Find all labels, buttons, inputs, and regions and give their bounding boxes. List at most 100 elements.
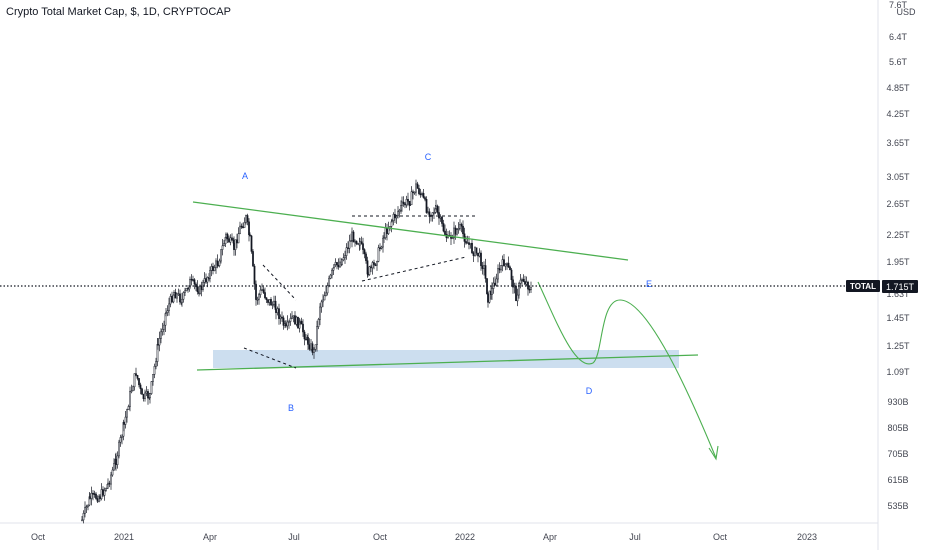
x-tick-label: Oct <box>31 532 46 542</box>
candle-body <box>519 279 522 284</box>
candle-body <box>357 243 359 245</box>
candle-body <box>252 251 254 267</box>
price-axis[interactable]: 7.6T 6.4T 5.6T 4.85T 4.25T 3.65T 3.05T 2.65T 2.2… <box>886 0 910 511</box>
candle-body <box>246 215 249 223</box>
candle-body <box>392 214 395 221</box>
candle-body <box>250 235 253 252</box>
candle-body <box>480 252 482 267</box>
candle-body <box>391 220 393 222</box>
candle-body <box>484 265 487 279</box>
candle-body <box>236 239 238 244</box>
candle-body <box>431 212 434 216</box>
candle-body <box>158 338 161 346</box>
y-tick-label: 7.6T <box>889 0 908 10</box>
candle-body <box>111 469 114 476</box>
candle-body <box>474 247 476 256</box>
candle-body <box>355 240 358 244</box>
candle-body <box>142 394 145 399</box>
projection-path[interactable] <box>537 281 717 459</box>
candle-body <box>185 287 188 292</box>
candle-body <box>129 391 131 407</box>
candle-body <box>171 296 173 303</box>
candle-body <box>501 259 504 266</box>
candle-body <box>510 269 513 281</box>
wave-label-b: B <box>288 403 294 413</box>
x-tick-label: Apr <box>543 532 557 542</box>
candle-body <box>258 294 260 300</box>
support-zone[interactable] <box>213 350 679 368</box>
symbol-badge <box>846 280 880 292</box>
candle-body <box>245 215 247 223</box>
y-tick-label: 3.65T <box>886 138 910 148</box>
y-tick-label: 705B <box>887 449 908 459</box>
candle-body <box>209 270 211 279</box>
candle-body <box>168 303 170 311</box>
candle-body <box>521 279 523 281</box>
candle-body <box>333 264 335 269</box>
candle-body <box>334 262 337 265</box>
candle-body <box>518 283 520 296</box>
candle-body <box>413 191 416 194</box>
candle-body <box>115 458 117 465</box>
candle-body <box>377 247 380 262</box>
candle-body <box>288 321 290 323</box>
candle-body <box>386 227 388 234</box>
candle-body <box>371 262 374 269</box>
lower-trendline[interactable] <box>196 354 699 371</box>
candle-body <box>243 222 246 228</box>
candle-body <box>352 231 355 243</box>
candle-body <box>282 317 285 326</box>
candle-body <box>152 374 154 382</box>
candle-body <box>292 315 295 318</box>
candle-body <box>174 292 177 299</box>
candle-body <box>310 343 312 350</box>
candle-body <box>362 243 364 250</box>
x-tick-label: Jul <box>288 532 300 542</box>
upper-trendline[interactable] <box>192 201 629 261</box>
candle-body <box>303 331 306 340</box>
x-tick-label: Apr <box>203 532 217 542</box>
candle-body <box>407 199 409 202</box>
candle-body <box>427 211 429 214</box>
candle-body <box>221 245 224 250</box>
candles-series <box>81 179 532 524</box>
candle-body <box>177 293 180 296</box>
y-tick-label: 1.95T <box>886 257 910 267</box>
candle-body <box>196 286 199 293</box>
candle-body <box>213 267 216 271</box>
candle-body <box>259 289 262 295</box>
candle-body <box>412 191 414 193</box>
candle-body <box>512 279 514 288</box>
candle-body <box>237 233 240 244</box>
candle-body <box>285 323 287 327</box>
candle-body <box>138 378 140 386</box>
candle-body <box>373 262 375 265</box>
candle-body <box>300 320 303 325</box>
wave-label-e: E <box>646 279 652 289</box>
candle-body <box>271 304 274 306</box>
candle-body <box>153 366 156 375</box>
candle-body <box>345 247 348 256</box>
candle-body <box>249 234 251 237</box>
dashed-line-b-upper[interactable] <box>262 264 297 301</box>
candle-body <box>242 226 244 229</box>
candle-body <box>401 201 403 206</box>
x-tick-label: Oct <box>713 532 728 542</box>
candle-body <box>256 298 259 301</box>
candle-body <box>273 300 275 305</box>
y-tick-label: 1.63T <box>886 289 910 299</box>
candle-body <box>291 316 293 319</box>
candle-body <box>231 237 233 241</box>
candle-body <box>400 205 402 211</box>
candle-body <box>383 237 385 239</box>
wave-label-a: A <box>242 171 248 181</box>
candle-body <box>139 384 142 390</box>
candle-body <box>215 260 217 268</box>
time-axis[interactable]: Oct 2021 Apr Jul Oct 2022 Apr Jul Oct 2023 <box>31 532 817 542</box>
candle-body <box>424 197 426 200</box>
candle-body <box>347 247 349 249</box>
candle-body <box>404 203 406 206</box>
currency-label[interactable]: USD <box>896 7 916 17</box>
candle-body <box>147 391 149 399</box>
